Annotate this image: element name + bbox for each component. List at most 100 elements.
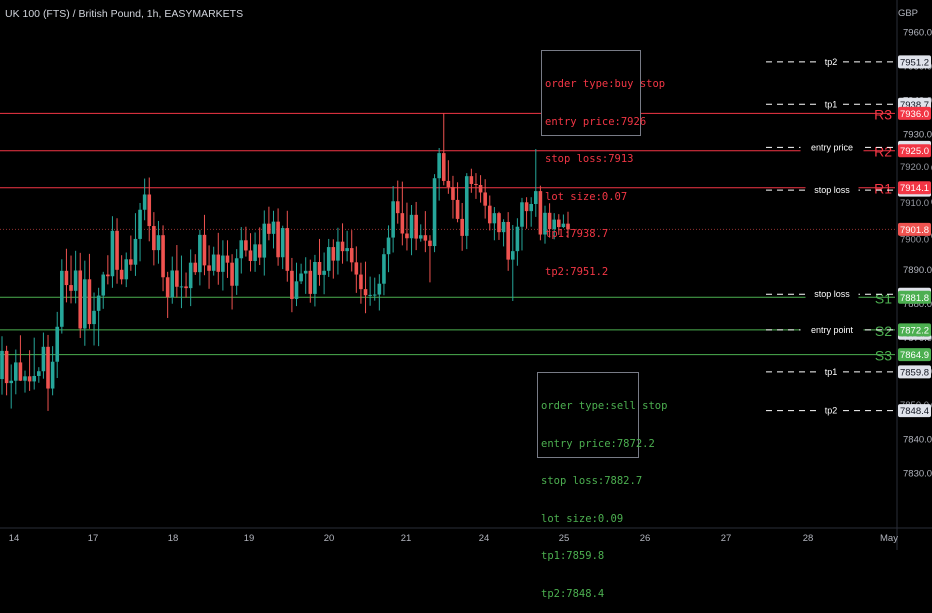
candle-body	[165, 277, 170, 298]
candle-body	[276, 221, 280, 258]
candle-body	[37, 371, 41, 376]
candle	[50, 346, 55, 396]
last-price-label: 7901.8	[898, 222, 931, 236]
candle	[529, 197, 533, 227]
price-box-text: 7938.7	[900, 100, 929, 111]
candlestick-chart[interactable]: R3 R2 R1 S1 S2 S3 tp2 tp1 entry price stop loss s…	[0, 0, 932, 550]
price-box-text: 7936.0	[900, 109, 929, 120]
candle-body	[244, 240, 248, 251]
candle-body	[188, 262, 193, 289]
candle	[322, 252, 326, 295]
price-box-bg	[898, 348, 931, 362]
candle	[294, 262, 299, 307]
candle-body	[175, 270, 179, 287]
x-tick-label: 28	[803, 533, 814, 544]
price-box-text: 7872.2	[900, 325, 929, 336]
buy-order-type: order type:buy stop	[545, 78, 666, 90]
annotation-bg	[800, 323, 864, 335]
candle-body	[184, 286, 188, 289]
candle	[313, 254, 317, 307]
candle	[446, 160, 451, 194]
candle-body	[106, 274, 110, 277]
candle-body	[446, 180, 451, 188]
candle	[340, 223, 345, 264]
candle	[138, 202, 142, 262]
candle	[515, 218, 520, 266]
candle-body	[290, 270, 294, 299]
level-price-label: 7914.1	[898, 181, 931, 195]
candle-body	[115, 230, 119, 270]
annotation-bg	[805, 184, 859, 196]
annotation-price-label: 7859.8	[898, 365, 931, 379]
candle-body	[0, 350, 4, 380]
candle-body	[248, 250, 253, 261]
candle	[262, 210, 267, 276]
candle-body	[506, 221, 510, 260]
level-price-label: 7936.0	[898, 106, 931, 120]
candle-body	[234, 258, 239, 286]
annotation-bg	[819, 404, 843, 416]
candle-body	[32, 375, 37, 382]
candle	[211, 246, 216, 276]
candle	[386, 225, 391, 273]
candle	[280, 225, 285, 270]
annotation-label: stop loss	[814, 289, 850, 299]
candle-body	[313, 261, 317, 294]
annotation-lines: tp2 tp1 entry price stop loss stop loss entry…	[766, 55, 895, 416]
candle	[441, 113, 446, 186]
candle-body	[253, 244, 257, 261]
candle	[202, 214, 207, 276]
candle-body	[510, 251, 515, 260]
price-box-bg	[898, 181, 931, 195]
candle-body	[69, 285, 73, 291]
chart-title: UK 100 (FTS) / British Pound, 1h, EASYMA…	[5, 8, 244, 20]
candle-body	[46, 346, 50, 389]
candle	[409, 205, 414, 256]
candle	[69, 255, 73, 304]
buy-tp2: tp2:7951.2	[545, 265, 609, 278]
candle-body	[83, 279, 87, 329]
candle	[437, 148, 441, 201]
candle	[101, 271, 106, 309]
candle-body	[267, 223, 271, 234]
candle	[83, 260, 87, 346]
candle-body	[294, 281, 299, 299]
candle-body	[262, 223, 267, 258]
candle-body	[372, 294, 377, 296]
x-tick-label: 17	[88, 533, 99, 544]
candle-body	[474, 183, 478, 185]
candle	[464, 173, 469, 250]
candle	[363, 261, 368, 314]
candle	[414, 201, 418, 251]
candle	[207, 245, 211, 289]
sell-tp2: tp2:7848.4	[541, 587, 605, 600]
x-tick-label: 18	[168, 533, 179, 544]
candle	[382, 248, 386, 296]
candle	[372, 277, 377, 301]
candle	[175, 245, 179, 298]
buy-order-box: order type:buy stop entry price:7926 sto…	[541, 50, 666, 278]
sell-tp1: tp1:7859.8	[541, 550, 605, 562]
candle	[395, 180, 400, 224]
x-tick-label: 19	[244, 533, 255, 544]
candle-body	[437, 153, 441, 179]
price-box-bg	[898, 106, 931, 120]
annotation-price-label: 7848.4	[898, 404, 931, 418]
candle-body	[483, 192, 487, 206]
candle	[147, 177, 152, 242]
candle	[326, 238, 331, 277]
candle-body	[285, 228, 290, 271]
time-axis[interactable]: 14 17 18 19 20 21 24 25 26 27 28 May	[0, 527, 932, 544]
annotation-bg	[819, 55, 843, 67]
candle-body	[354, 262, 359, 275]
candle	[552, 213, 556, 240]
buy-lot-size: lot size:0.07	[545, 190, 628, 203]
candle-body	[501, 221, 506, 233]
candle	[129, 235, 133, 271]
candle	[179, 255, 184, 309]
candle-body	[152, 226, 156, 251]
x-tick-label: May	[880, 533, 898, 544]
candle-body	[349, 248, 354, 263]
candle	[336, 227, 340, 275]
candle	[267, 206, 271, 241]
